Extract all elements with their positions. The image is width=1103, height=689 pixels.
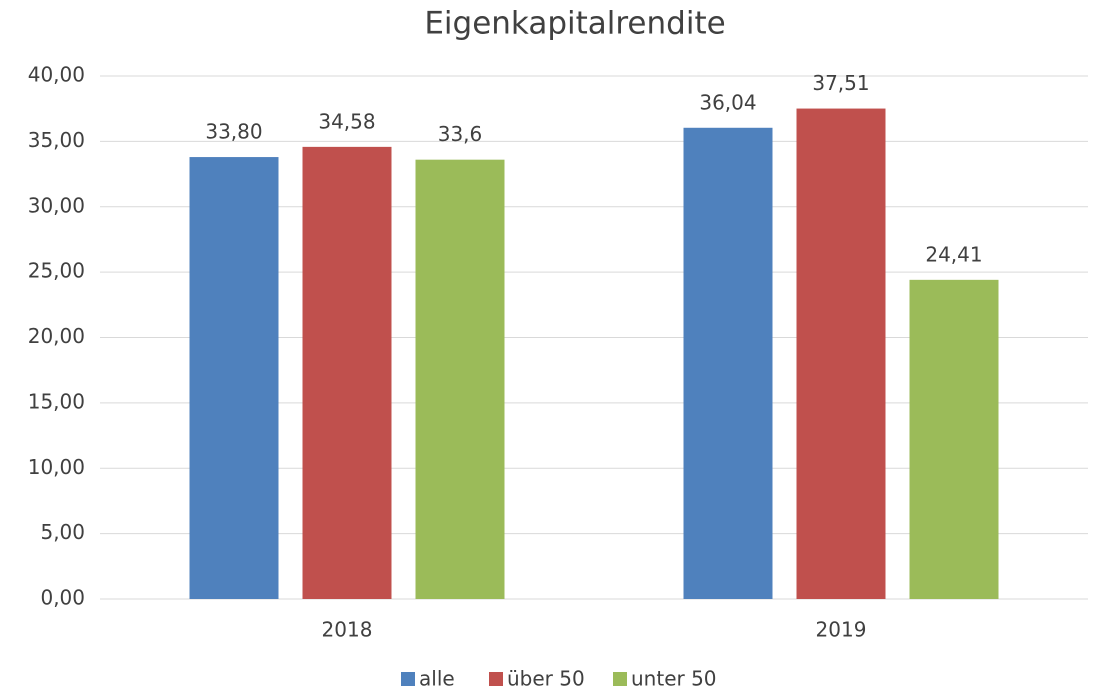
bar [189,157,279,599]
y-tick-label: 20,00 [28,324,85,348]
value-label: 33,6 [438,122,483,146]
y-tick-label: 35,00 [28,128,85,152]
x-tick-label: 2019 [816,618,867,642]
legend-swatch [613,672,627,686]
legend-label: alle [419,667,455,689]
x-tick-label: 2018 [322,618,373,642]
bar [683,127,773,599]
legend-label: unter 50 [631,667,717,689]
bar [796,108,886,599]
y-tick-label: 40,00 [28,63,85,87]
y-tick-label: 25,00 [28,259,85,283]
y-tick-label: 15,00 [28,389,85,413]
bar [909,279,999,599]
y-tick-label: 10,00 [28,455,85,479]
legend-swatch [401,672,415,686]
value-label: 33,80 [205,120,262,144]
value-label: 24,41 [925,242,982,266]
legend-swatch [489,672,503,686]
y-tick-label: 5,00 [40,520,85,544]
bar [415,159,505,599]
y-tick-label: 0,00 [40,586,85,610]
bar [302,146,392,599]
value-label: 34,58 [318,109,375,133]
chart-title: Eigenkapitalrendite [424,6,725,42]
legend-label: über 50 [507,667,585,689]
value-label: 36,04 [699,90,756,114]
value-label: 37,51 [812,71,869,95]
y-tick-label: 30,00 [28,193,85,217]
